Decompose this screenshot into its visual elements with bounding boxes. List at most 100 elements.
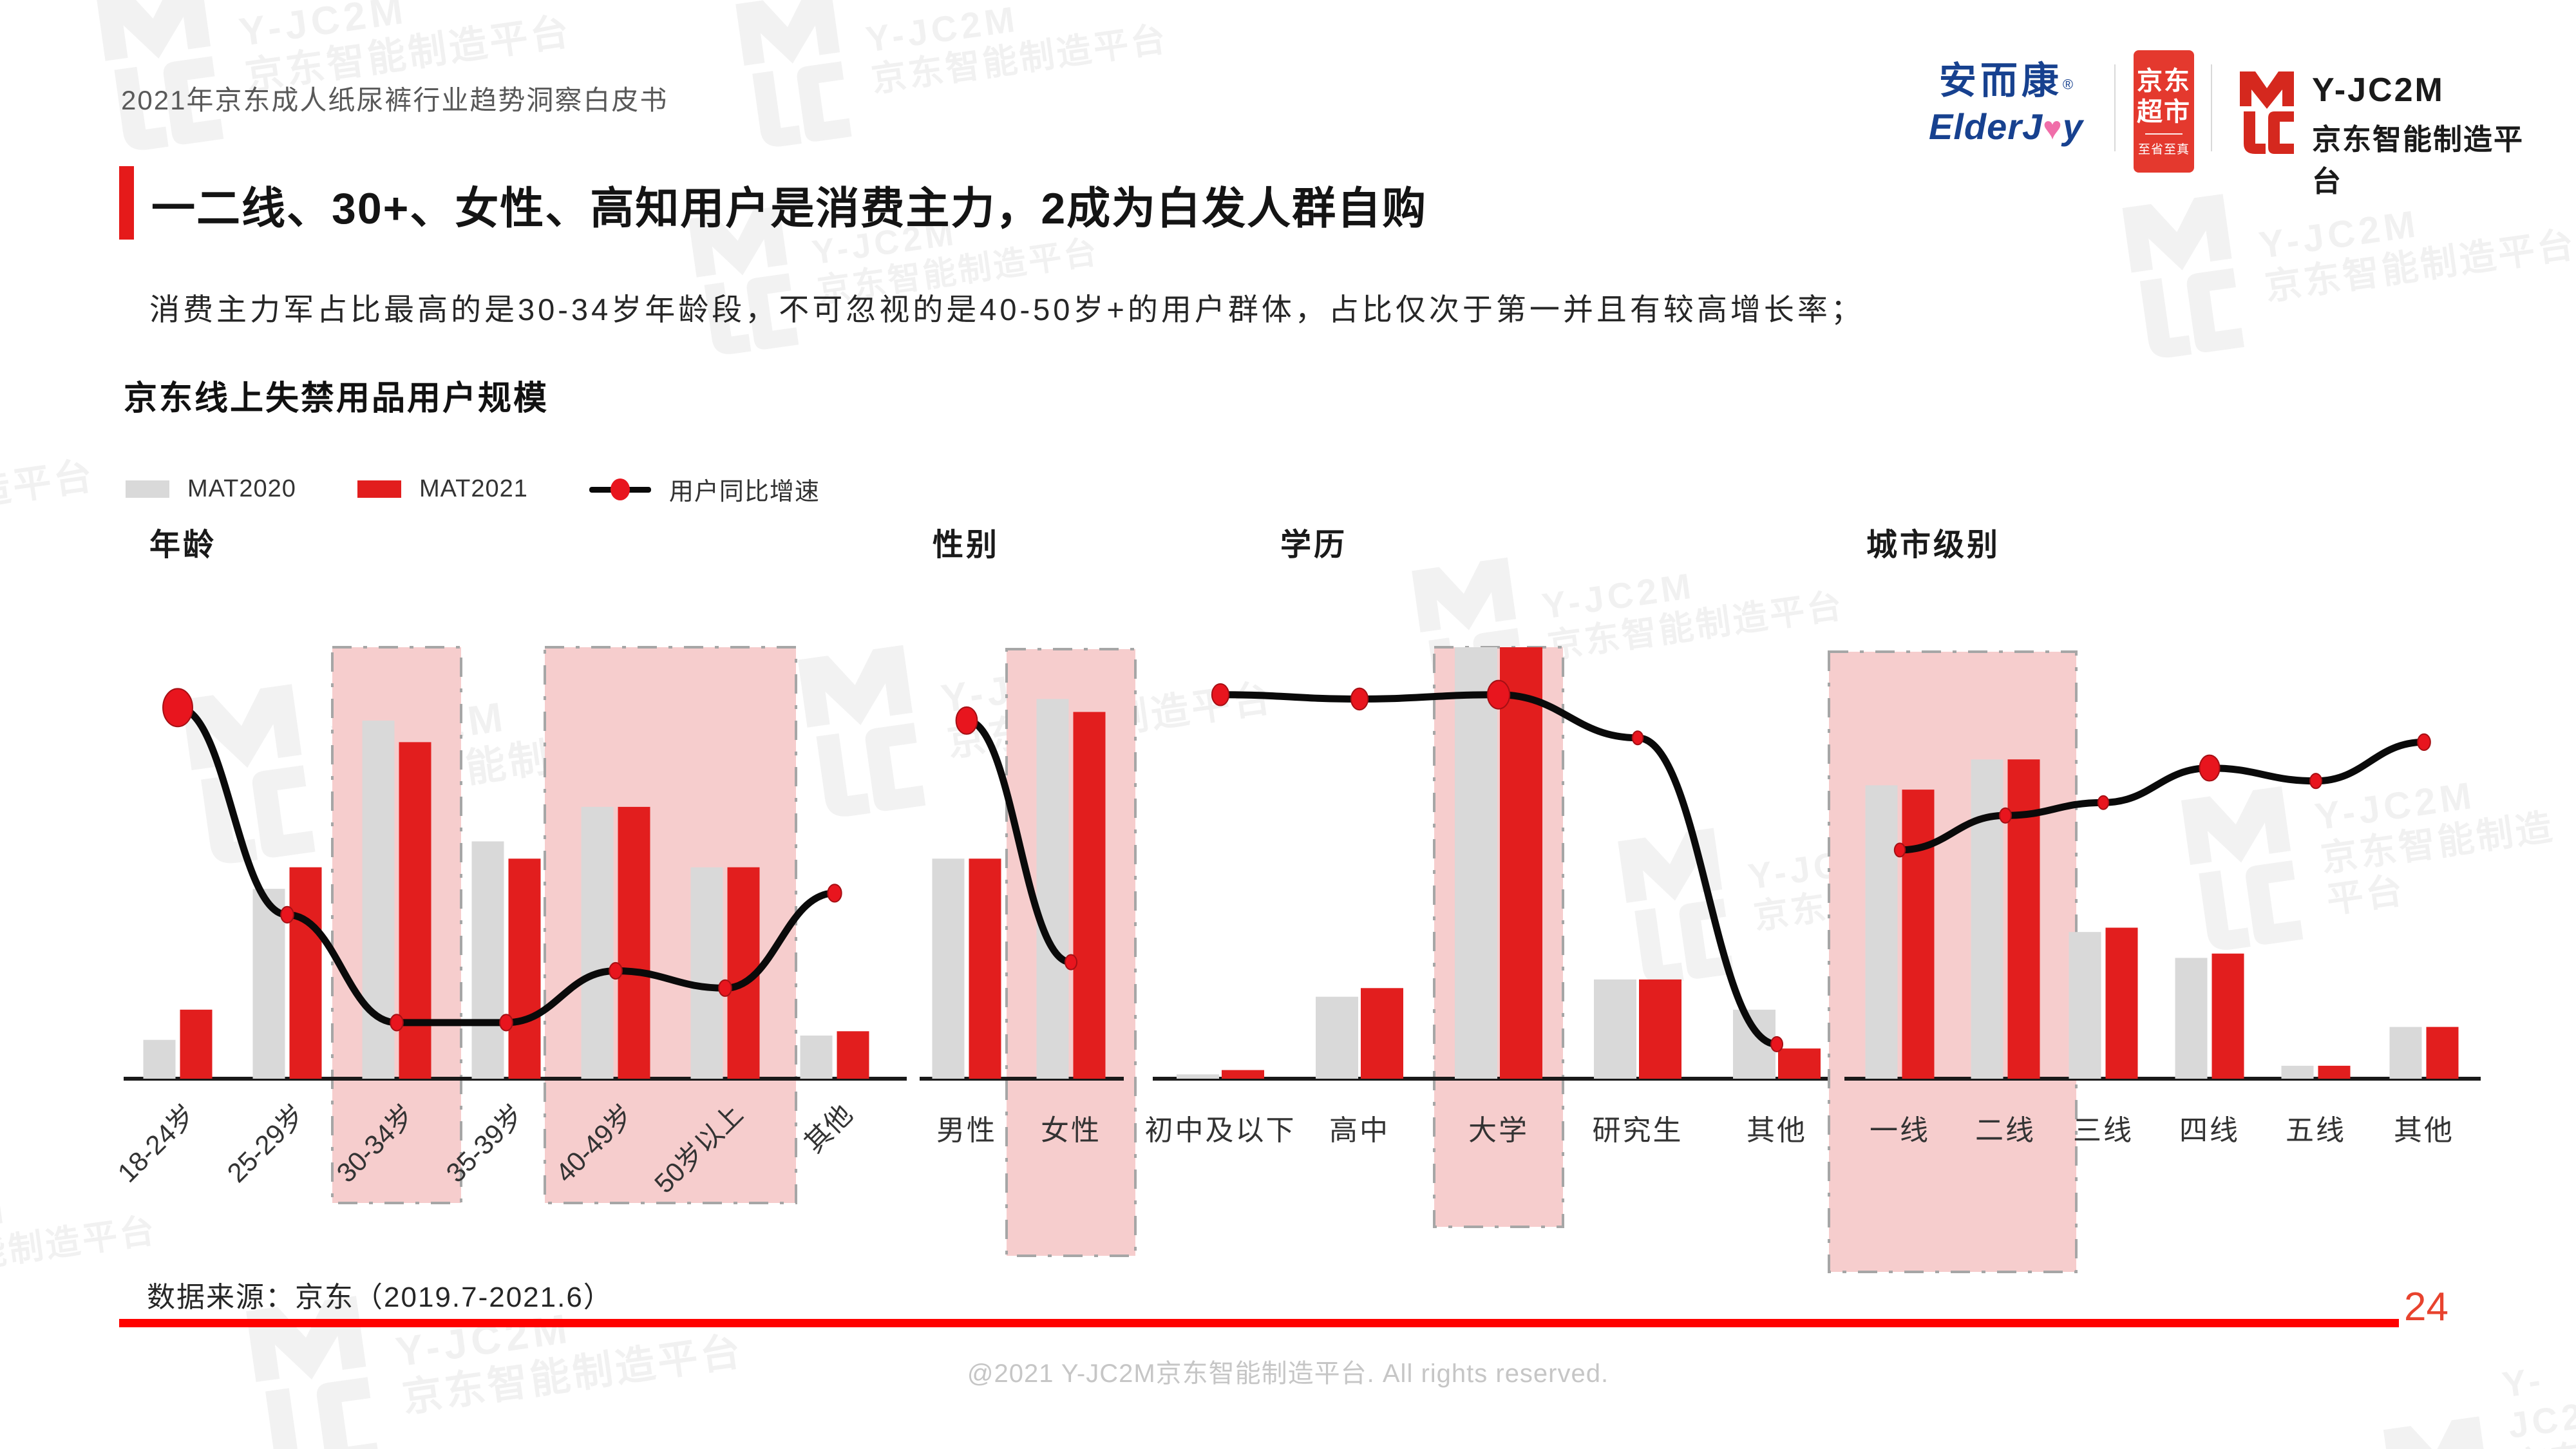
growth-dot-五线: [2309, 773, 2323, 790]
bar-mat2021-高中: [1361, 988, 1403, 1079]
bar-mat2020-女性: [1036, 699, 1069, 1079]
yjc2m-subtitle: 京东智能制造平台: [2312, 123, 2524, 198]
axis-label: 初中及以下: [1145, 1115, 1296, 1146]
chart-title: 年龄: [149, 528, 216, 562]
bar-mat2021-三线: [2105, 927, 2138, 1079]
registered-mark-icon: ®: [2062, 76, 2074, 93]
chart-legend: MAT2020 MAT2021 用户同比增速: [126, 471, 820, 507]
legend-item-growth: 用户同比增速: [589, 471, 820, 507]
axis-label: 男性: [936, 1115, 997, 1146]
bar-mat2020-研究生: [1594, 979, 1636, 1079]
growth-line: [1217, 691, 1781, 1048]
bar-mat2020-50岁以上: [690, 867, 723, 1079]
bar-mat2020-35-39岁: [471, 841, 504, 1079]
page-title: 一二线、30+、女性、高知用户是消费主力，2成为白发人群自购: [151, 184, 1428, 233]
axis-label: 一线: [1870, 1115, 1930, 1146]
chart-title: 性别: [933, 528, 999, 562]
yjc2m-m-mark-icon: [2235, 68, 2299, 161]
axis-label: 五线: [2286, 1115, 2346, 1146]
growth-dot-40-49岁: [609, 961, 623, 980]
jd-logo-separator: [2145, 133, 2183, 135]
growth-dot-四线: [2199, 754, 2221, 782]
bar-mat2021-女性: [1073, 712, 1106, 1079]
legend-label: 用户同比增速: [668, 478, 820, 506]
axis-label: 四线: [2179, 1115, 2240, 1146]
growth-dot-研究生: [1631, 730, 1644, 746]
bar-mat2020-25-29岁: [252, 889, 285, 1079]
growth-dot-50岁以上: [718, 979, 732, 997]
axis-label: 高中: [1329, 1115, 1390, 1146]
elderjoy-logo: 安而康® ElderJ♥y: [1909, 50, 2103, 147]
bar-mat2020-其他: [2389, 1027, 2422, 1079]
elderjoy-en-label: ElderJ♥y: [1928, 106, 2084, 147]
yjc2m-name: Y-JC2M: [2312, 71, 2445, 109]
bar-mat2021-18-24岁: [180, 1009, 213, 1079]
logo-divider: [2211, 64, 2212, 151]
axis-label: 大学: [1468, 1115, 1529, 1146]
bar-mat2021-35-39岁: [508, 858, 541, 1079]
bar-mat2021-一线: [1902, 790, 1935, 1079]
growth-dot-男性: [955, 706, 978, 735]
bar-mat2021-研究生: [1639, 979, 1681, 1079]
growth-dot-二线: [1998, 807, 2012, 824]
chart-panel-学历: 初中及以下 高中 大学 研究生 其他 学历: [1145, 528, 1842, 1228]
legend-line-dot-icon: [589, 478, 651, 500]
title-accent-bar: [119, 166, 134, 240]
bar-mat2020-初中及以下: [1177, 1074, 1219, 1079]
growth-line: [963, 717, 1075, 966]
legend-item-mat2021: MAT2021: [357, 475, 528, 503]
bar-mat2020-四线: [2175, 958, 2208, 1079]
bar-mat2020-其他: [800, 1036, 833, 1079]
data-source-note: 数据来源：京东（2019.7-2021.6）: [147, 1282, 613, 1313]
bar-mat2020-三线: [2069, 932, 2101, 1079]
growth-dot-35-39岁: [499, 1014, 513, 1032]
yjc2m-logo: Y-JC2M 京东智能制造平台: [2312, 71, 2528, 200]
jd-supermarket-logo: 京东 超市 至省至真: [2134, 50, 2194, 173]
growth-line: [1896, 738, 2428, 854]
bar-mat2021-40-49岁: [618, 806, 650, 1079]
bar-mat2020-大学: [1455, 647, 1497, 1079]
bar-mat2021-四线: [2211, 953, 2244, 1079]
axis-label: 研究生: [1593, 1115, 1683, 1146]
growth-dot-其他: [2417, 733, 2431, 752]
highlight-box: [1005, 648, 1137, 1257]
growth-dot-初中及以下: [1211, 683, 1230, 706]
axis-label: 其他: [799, 1099, 858, 1159]
legend-label: MAT2020: [187, 475, 296, 502]
axis-label: 其他: [2394, 1115, 2454, 1146]
page-subtitle: 消费主力军占比最高的是30-34岁年龄段，不可忽视的是40-50岁+的用户群体，…: [149, 292, 1864, 327]
legend-item-mat2020: MAT2020: [126, 475, 296, 503]
bar-mat2021-男性: [969, 858, 1001, 1079]
bar-mat2020-五线: [2281, 1065, 2314, 1079]
axis-label: 女性: [1041, 1115, 1101, 1146]
growth-dot-其他: [827, 884, 842, 903]
bar-mat2020-二线: [1971, 759, 2003, 1079]
footer-rule: [119, 1319, 2399, 1327]
highlight-box: [331, 646, 462, 1204]
chart-title: 城市级别: [1866, 528, 2000, 562]
deck-title: 2021年京东成人纸尿裤行业趋势洞察白皮书: [121, 85, 668, 115]
growth-dot-三线: [2097, 795, 2110, 810]
axis-label: 其他: [1747, 1115, 1807, 1146]
bar-mat2021-25-29岁: [289, 867, 322, 1079]
growth-dot-大学: [1486, 679, 1511, 710]
bar-mat2020-一线: [1865, 785, 1898, 1079]
legend-swatch-red: [357, 480, 401, 498]
growth-dot-18-24岁: [162, 688, 193, 728]
bar-mat2021-五线: [2318, 1065, 2351, 1079]
bar-mat2021-其他: [837, 1031, 869, 1079]
axis-label: 三线: [2073, 1115, 2134, 1146]
axis-label: 25-29岁: [221, 1099, 310, 1188]
bar-mat2021-二线: [2007, 759, 2040, 1079]
chart-panel-性别: 男性 女性 性别: [920, 528, 1137, 1257]
chart-panel-城市级别: 一线 二线 三线 四线 五线 其他 城市级别: [1828, 528, 2481, 1273]
growth-dot-30-34岁: [390, 1014, 404, 1032]
legend-label: MAT2021: [419, 475, 528, 502]
legend-swatch-gray: [126, 480, 169, 498]
jd-logo-line1: 京东: [2137, 66, 2191, 95]
growth-dot-女性: [1064, 954, 1078, 971]
logo-divider: [2114, 64, 2116, 151]
